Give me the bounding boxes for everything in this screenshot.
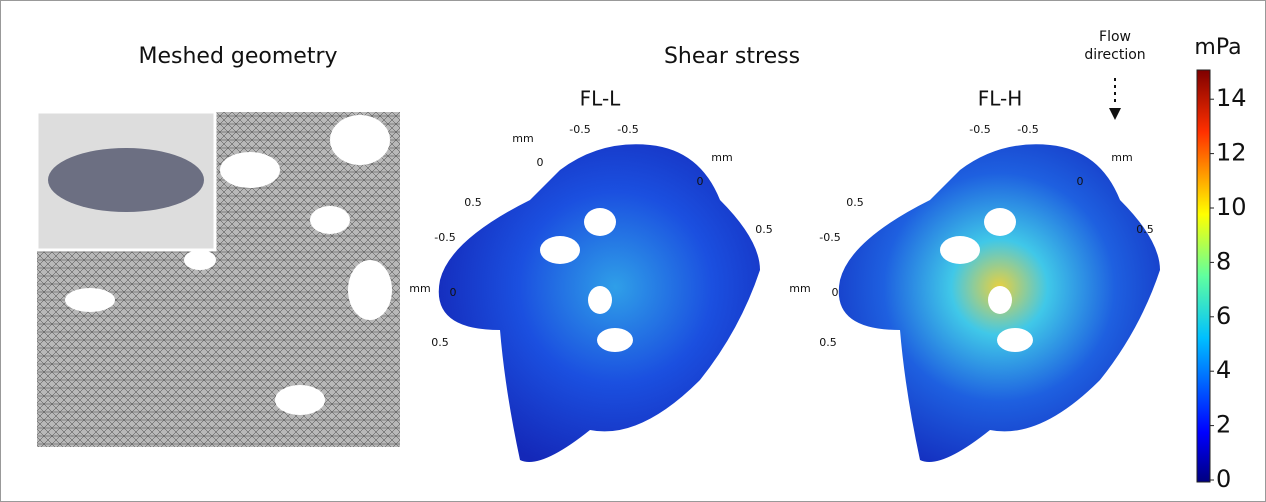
colorbar-tick-label: 2: [1216, 411, 1231, 439]
colorbar-tick-label: 10: [1216, 193, 1247, 221]
panel-subtitle: FL-H: [978, 87, 1023, 111]
axis-label: 0: [832, 286, 839, 299]
panel-title: Meshed geometry: [138, 44, 337, 69]
colorbar-tick-label: 0: [1216, 465, 1231, 493]
axis-label: mm: [409, 282, 430, 295]
flow-label: direction: [1084, 47, 1145, 63]
colorbar-unit: mPa: [1194, 35, 1241, 60]
colorbar-tick-label: 4: [1216, 356, 1231, 384]
axis-label: mm: [1111, 151, 1132, 164]
axis-label: -0.5: [819, 231, 840, 244]
axis-label: 0.5: [464, 196, 482, 209]
axis-label: 0.5: [755, 223, 773, 236]
axis-label: 0: [697, 175, 704, 188]
colorbar: [1197, 70, 1210, 482]
axis-label: 0.5: [819, 336, 837, 349]
panel-title: Shear stress: [664, 44, 800, 69]
inset-sample: [48, 148, 204, 212]
axis-label: 0: [1077, 175, 1084, 188]
colorbar-tick-label: 12: [1216, 139, 1247, 167]
axis-label: 0.5: [1136, 223, 1154, 236]
axis-label: mm: [711, 151, 732, 164]
colorbar-tick-label: 8: [1216, 247, 1231, 275]
figure: Meshed geometry Shear stress Flow direct…: [0, 0, 1266, 502]
axis-label: 0.5: [846, 196, 864, 209]
axis-label: 0.5: [431, 336, 449, 349]
axis-label: -0.5: [969, 123, 990, 136]
colorbar-tick-label: 14: [1216, 84, 1247, 112]
axis-label: mm: [789, 282, 810, 295]
axis-label: 0: [450, 286, 457, 299]
axis-label: -0.5: [1017, 123, 1038, 136]
axis-label: mm: [512, 132, 533, 145]
colorbar-tick-label: 6: [1216, 302, 1231, 330]
axis-label: -0.5: [569, 123, 590, 136]
axis-label: -0.5: [434, 231, 455, 244]
flow-label: Flow: [1099, 29, 1131, 45]
axis-label: -0.5: [617, 123, 638, 136]
panel-subtitle: FL-L: [580, 87, 622, 111]
axis-label: 0: [537, 156, 544, 169]
